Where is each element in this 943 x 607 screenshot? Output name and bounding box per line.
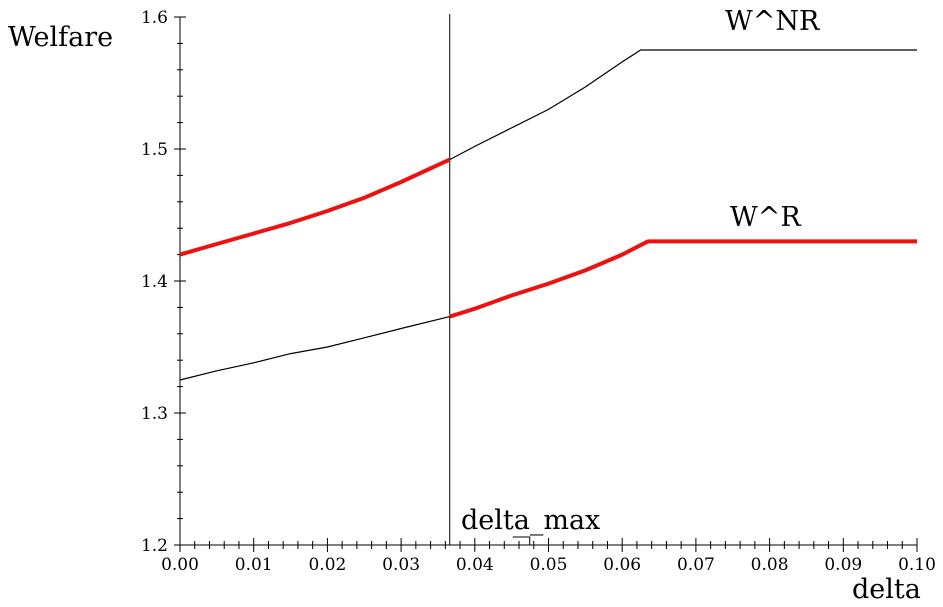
y-tick-label: 1.4 [141, 272, 168, 292]
x-tick-label: 0.02 [308, 555, 346, 575]
y-tick-label: 1.5 [141, 140, 168, 160]
y-tick-label: 1.6 [141, 8, 168, 28]
delta-max-label: delta_max [461, 505, 600, 536]
axes: 0.00 0.01 0.02 0.03 0.04 0.05 0.06 0.07 0.08 0.09… [141, 8, 936, 575]
series-highlight-wnr [179, 157, 451, 257]
x-tick-label: 0.10 [898, 555, 936, 575]
labels: Welfare delta delta_max W^NR W^R [8, 6, 921, 605]
series-line-wr [179, 240, 917, 381]
series-label-wr: W^R [730, 202, 801, 233]
x-tick-label: 0.07 [677, 555, 715, 575]
series-highlight-wr [449, 239, 917, 319]
series-group [179, 49, 917, 381]
x-tick-label: 0.00 [161, 555, 199, 575]
x-tick-label: 0.09 [824, 555, 862, 575]
y-tick-label: 1.2 [141, 536, 168, 556]
x-tick-label: 0.04 [456, 555, 494, 575]
delta-max-marker [512, 536, 531, 545]
series-label-wnr: W^NR [725, 6, 820, 37]
y-axis-label: Welfare [8, 22, 113, 53]
y-tick-label: 1.3 [141, 404, 168, 424]
x-axis-label: delta [852, 574, 921, 605]
x-tick-label: 0.03 [382, 555, 420, 575]
x-tick-label: 0.08 [751, 555, 789, 575]
x-tick-label: 0.01 [235, 555, 273, 575]
x-tick-label: 0.05 [530, 555, 568, 575]
x-tick-label: 0.06 [603, 555, 641, 575]
